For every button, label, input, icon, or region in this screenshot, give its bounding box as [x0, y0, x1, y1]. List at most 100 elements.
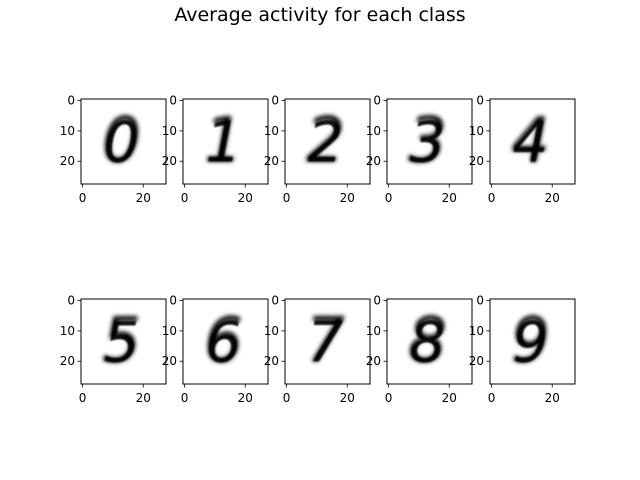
digit-image-6: 66 [183, 299, 268, 384]
x-tick-label: 0 [79, 191, 87, 205]
svg-text:7: 7 [306, 304, 345, 377]
axes-frame [386, 98, 473, 185]
y-tick-label: 20 [264, 154, 279, 168]
svg-text:0: 0 [102, 104, 141, 177]
axes-frame [80, 298, 167, 385]
digit-image-7: 77 [285, 299, 370, 384]
svg-text:7: 7 [308, 311, 344, 376]
x-tick-label: 20 [545, 191, 560, 205]
svg-text:2: 2 [308, 111, 344, 176]
y-tick-label: 20 [264, 354, 279, 368]
svg-text:4: 4 [513, 111, 549, 176]
panel-2: 22 0 10 20 0 20 [264, 94, 371, 205]
x-tick-label: 20 [238, 391, 253, 405]
svg-text:0: 0 [104, 111, 140, 176]
x-tick-label: 0 [385, 391, 393, 405]
y-tick-label: 10 [469, 324, 484, 338]
x-tick-label: 0 [283, 191, 291, 205]
y-tick-label: 10 [264, 324, 279, 338]
x-tick-label: 0 [181, 191, 189, 205]
svg-text:3: 3 [410, 111, 446, 176]
svg-text:8: 8 [410, 311, 446, 376]
digit-image-3: 33 [387, 99, 472, 184]
svg-text:1: 1 [204, 104, 243, 177]
y-tick-label: 20 [60, 354, 75, 368]
svg-text:8: 8 [408, 304, 447, 377]
y-tick-label: 20 [60, 154, 75, 168]
panel-7: 77 0 10 20 0 20 [264, 294, 371, 405]
x-tick-label: 0 [181, 391, 189, 405]
svg-text:9: 9 [511, 304, 550, 377]
panel-5: 55 0 10 20 0 20 [60, 294, 167, 405]
svg-text:1: 1 [206, 111, 242, 176]
x-tick-label: 20 [238, 191, 253, 205]
digit-image-9: 99 [490, 299, 575, 384]
svg-text:6: 6 [204, 304, 243, 377]
y-tick-label: 20 [366, 354, 381, 368]
y-tick-label: 10 [162, 324, 177, 338]
y-tick-label: 10 [60, 124, 75, 138]
y-tick-label: 10 [469, 124, 484, 138]
digit-image-4: 44 [490, 99, 575, 184]
digit-image-1: 11 [183, 99, 268, 184]
y-tick-label: 0 [476, 294, 484, 308]
panel-9: 99 0 10 20 0 20 [469, 294, 576, 405]
digit-image-8: 88 [387, 299, 472, 384]
x-tick-label: 0 [385, 191, 393, 205]
y-tick-label: 10 [60, 324, 75, 338]
axes-frame [80, 98, 167, 185]
figure-title: Average activity for each class [174, 4, 466, 26]
y-tick-label: 10 [366, 324, 381, 338]
x-tick-label: 20 [442, 391, 457, 405]
y-tick-label: 0 [169, 94, 177, 108]
y-tick-label: 0 [476, 94, 484, 108]
panel-6: 66 0 10 20 0 20 [162, 294, 269, 405]
y-tick-label: 20 [469, 354, 484, 368]
axes-frame [489, 98, 576, 185]
svg-text:3: 3 [408, 104, 447, 177]
y-tick-label: 20 [469, 154, 484, 168]
axes-frame [182, 98, 269, 185]
y-tick-label: 0 [67, 294, 75, 308]
digit-image-5: 55 [81, 299, 166, 384]
panel-4: 44 0 10 20 0 20 [469, 94, 576, 205]
x-tick-label: 0 [488, 391, 496, 405]
x-tick-label: 0 [283, 391, 291, 405]
y-tick-label: 0 [67, 94, 75, 108]
panel-1: 11 0 10 20 0 20 [162, 94, 269, 205]
panel-3: 33 0 10 20 0 20 [366, 94, 473, 205]
y-tick-label: 20 [162, 154, 177, 168]
panel-8: 88 0 10 20 0 20 [366, 294, 473, 405]
y-tick-label: 0 [271, 94, 279, 108]
x-tick-label: 20 [136, 391, 151, 405]
digit-image-2: 22 [285, 99, 370, 184]
x-tick-label: 20 [340, 191, 355, 205]
svg-text:9: 9 [513, 311, 549, 376]
axes-frame [386, 298, 473, 385]
svg-text:5: 5 [102, 304, 141, 377]
digit-image-0: 00 [81, 99, 166, 184]
x-tick-label: 20 [340, 391, 355, 405]
svg-text:2: 2 [306, 104, 345, 177]
y-tick-label: 0 [169, 294, 177, 308]
axes-frame [182, 298, 269, 385]
y-tick-label: 10 [366, 124, 381, 138]
x-tick-label: 20 [545, 391, 560, 405]
y-tick-label: 0 [373, 294, 381, 308]
y-tick-label: 0 [373, 94, 381, 108]
svg-text:6: 6 [206, 311, 242, 376]
x-tick-label: 20 [136, 191, 151, 205]
x-tick-label: 0 [488, 191, 496, 205]
svg-text:4: 4 [511, 104, 550, 177]
x-tick-label: 20 [442, 191, 457, 205]
axes-frame [284, 298, 371, 385]
x-tick-label: 0 [79, 391, 87, 405]
y-tick-label: 20 [162, 354, 177, 368]
axes-frame [284, 98, 371, 185]
y-tick-label: 20 [366, 154, 381, 168]
y-tick-label: 10 [162, 124, 177, 138]
y-tick-label: 0 [271, 294, 279, 308]
svg-text:5: 5 [104, 311, 140, 376]
